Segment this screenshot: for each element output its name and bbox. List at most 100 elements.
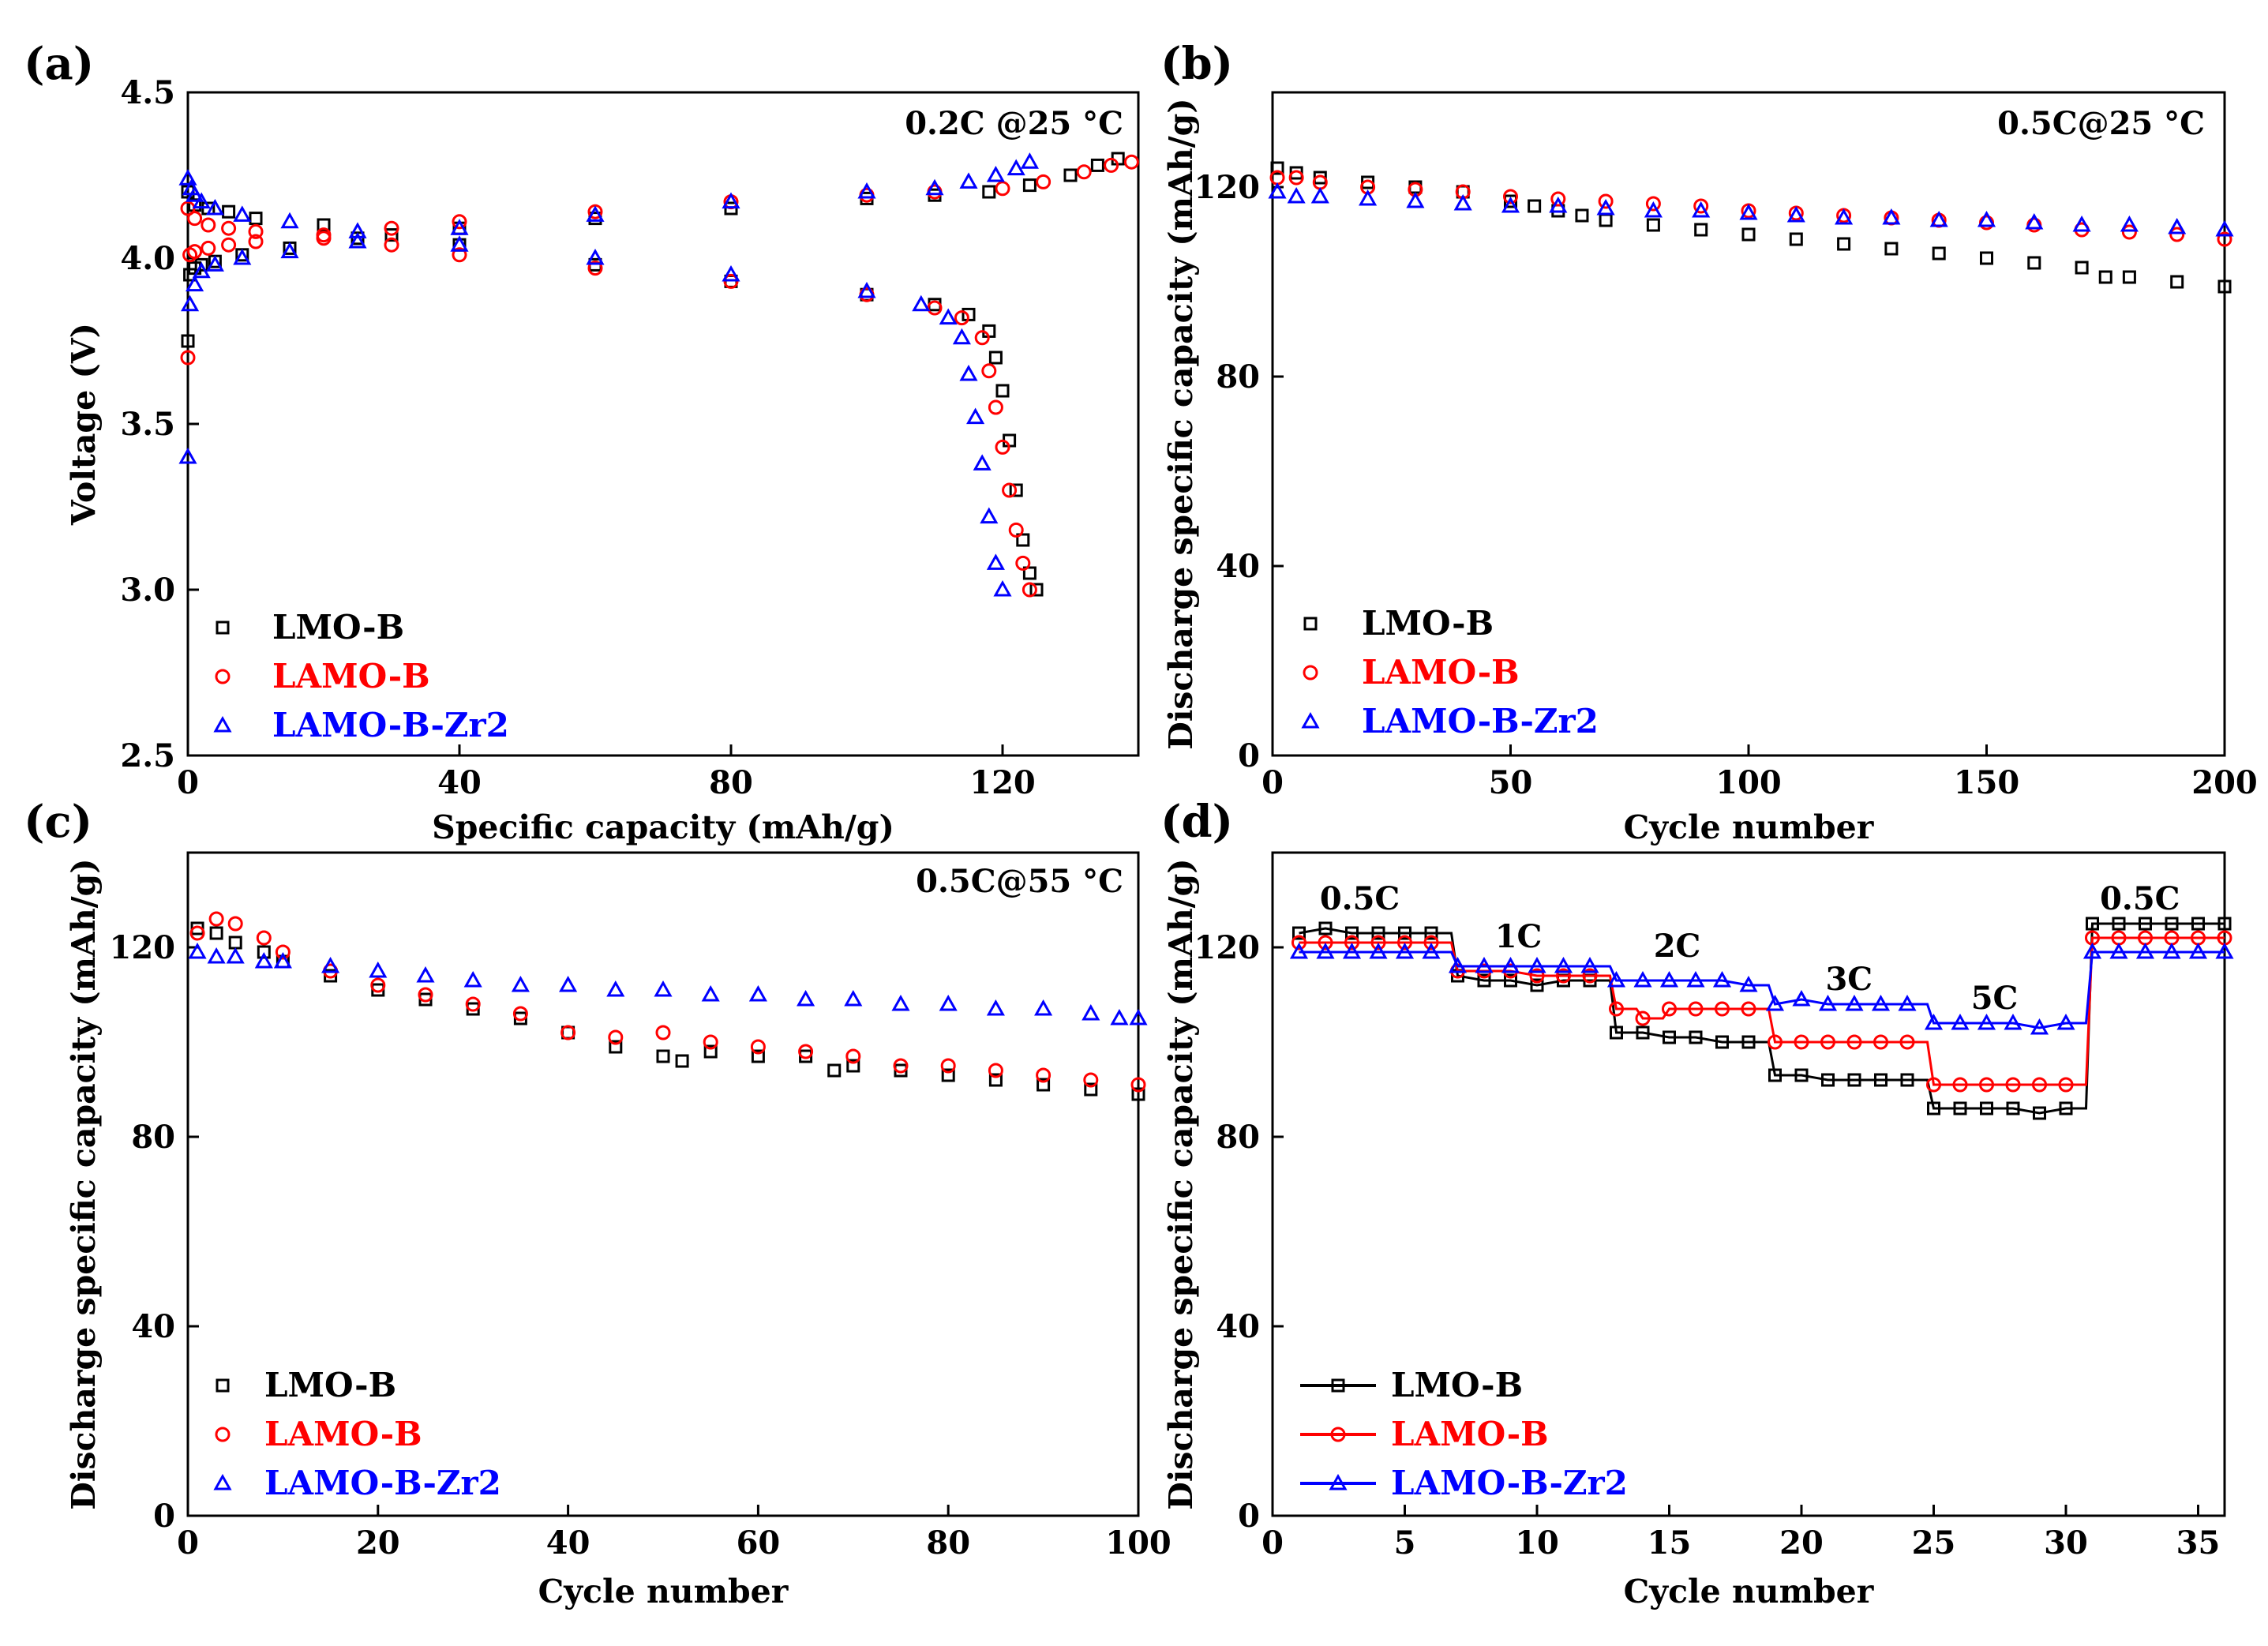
panel-d-square-point [1874, 1073, 1888, 1087]
panel-d-triangle-point [1422, 942, 1441, 959]
panel-b-y-axis-label: Discharge specific capacity (mAh/g) [1162, 98, 1200, 749]
panel-c-triangle-point [226, 947, 245, 964]
panel-d-legend-label: LMO-B [1391, 1366, 1523, 1404]
panel-b-triangle-point [1268, 182, 1287, 199]
panel-d-legend-marker [1330, 1427, 1346, 1442]
panel-a-circle-point [221, 237, 237, 253]
panel-a-triangle-point [280, 212, 299, 229]
panel-d-square-point [1900, 1073, 1914, 1087]
panel-d-square-point [1292, 926, 1306, 940]
panel-c-square-point [228, 935, 242, 950]
panel-c-triangle-point [748, 984, 767, 1002]
panel-a-legend-marker [213, 715, 232, 733]
panel-d-square-point [1980, 1101, 1993, 1115]
panel-a-triangle-point [233, 205, 252, 222]
panel-b-legend-marker [1303, 665, 1318, 681]
panel-a-triangle-point [857, 182, 876, 199]
panel-b-triangle-point [2215, 219, 2234, 237]
panel-d-triangle-point [1871, 994, 1891, 1011]
panel-b-x-tick-label: 150 [1954, 764, 2020, 801]
panel-b-y-tick-label: 0 [1238, 737, 1260, 774]
panel-a-circle-point [1076, 164, 1092, 180]
panel-a-circle-point [201, 240, 216, 256]
panel-a-circle-point [981, 363, 997, 379]
panel-a-triangle-point [857, 281, 876, 298]
panel-a-triangle-point [586, 205, 605, 222]
panel-a-triangle-point [1007, 159, 1025, 176]
panel-c-triangle-point [207, 947, 226, 964]
panel-d-rate-label: 0.5C [1320, 880, 1400, 917]
panel-b-x-tick-label: 50 [1489, 764, 1533, 801]
panel-c-square-point [941, 1068, 955, 1082]
panel-a-circle-point [587, 204, 603, 219]
panel-a-square-point [1063, 168, 1078, 182]
panel-b-square-point [1932, 246, 1946, 261]
panel-a-circle-point [1008, 522, 1024, 538]
panel-d-frame [1271, 851, 2226, 1517]
panel-c-x-tick-label: 60 [737, 1524, 781, 1562]
panel-d-rate-label: 2C [1654, 928, 1701, 965]
panel-c-triangle-point [1082, 1003, 1100, 1021]
panel-c-circle-point [845, 1048, 861, 1064]
panel-c-triangle-point [986, 999, 1005, 1016]
panel-a-legend-label: LAMO-B [272, 657, 430, 696]
panel-a-triangle-point [348, 222, 367, 238]
panel-a-square-point [194, 257, 208, 272]
panel-d-x-tick-label: 5 [1394, 1524, 1416, 1562]
panel-c-square-point [1037, 1078, 1051, 1092]
panel-d-triangle-point [1580, 956, 1599, 973]
panel-d-square-point [2191, 917, 2205, 931]
panel-a-triangle-point [973, 454, 992, 471]
panel-c-triangle-point [1034, 999, 1053, 1016]
panel-b-letter: (b) [1160, 38, 1233, 90]
panel-a-triangle-point [233, 248, 252, 265]
panel-c-triangle-point [606, 980, 625, 997]
panel-a-triangle-point [348, 231, 367, 249]
panel-a-circle-point [1015, 555, 1031, 571]
panel-c-square-point [988, 1073, 1003, 1087]
panel-c-legend: LMO-B LAMO-B LAMO-B-Zr2 [213, 1366, 501, 1502]
panel-c-triangle-point [416, 965, 435, 983]
panel-b-square-point [2217, 279, 2232, 294]
panel-a-circle-point [221, 220, 237, 236]
panel-c-x-tick-label: 100 [1105, 1524, 1171, 1562]
panel-d-legend-label: LAMO-B [1391, 1415, 1549, 1453]
panel-a-x-tick-label: 0 [177, 764, 199, 801]
panel-c-square-point [1084, 1082, 1098, 1097]
panel-d-circle-point [1873, 1034, 1888, 1050]
panel-d-circle-point [2005, 1077, 2021, 1093]
panel-c-circle-point [1036, 1067, 1052, 1083]
panel-d-circle-point [1582, 968, 1598, 984]
panel-c-legend-marker [216, 1378, 230, 1393]
panel-a-circle-point [316, 231, 332, 246]
panel-d-circle-point [1688, 1001, 1704, 1017]
panel-d-circle-point [1979, 1077, 1994, 1093]
panel-d-legend-marker [1329, 1473, 1348, 1490]
panel-d-circle-point [1291, 935, 1306, 950]
panel-d-x-tick-label: 25 [1912, 1524, 1956, 1562]
panel-d-y-tick-label: 80 [1216, 1119, 1260, 1156]
panel-b-square-point [1884, 242, 1899, 256]
panel-d-triangle-point [1898, 994, 1917, 1011]
panel-b-triangle-point [1929, 210, 1948, 227]
panel-b-square-point [1599, 213, 1613, 227]
panel-d-legend-marker [1331, 1378, 1345, 1393]
panel-c-square-point [703, 1044, 718, 1059]
panel-d-square-point [1663, 1030, 1676, 1044]
panel-a-triangle-point [280, 242, 299, 259]
panel-a-triangle-point [186, 275, 204, 292]
panel-b-triangle-point [2120, 215, 2139, 232]
panel-c-legend-label: LMO-B [264, 1366, 396, 1404]
panel-a-x-axis-label: Specific capacity (mAh/g) [432, 808, 894, 846]
panel-a-square-point [384, 228, 399, 242]
panel-c-square-point [846, 1059, 860, 1073]
panel-c-x-tick-label: 40 [546, 1524, 590, 1562]
panel-d-y-tick-label: 0 [1238, 1498, 1260, 1535]
panel-d-x-axis-label: Cycle number [1624, 1573, 1875, 1610]
panel-c-square-point [257, 945, 271, 959]
panel-a-circle-point [187, 211, 203, 227]
panel-b-square-point [1789, 232, 1803, 246]
panel-c-circle-point [750, 1039, 766, 1055]
panel-d-square-point [1318, 921, 1333, 935]
panel-a-triangle-point [952, 328, 971, 345]
